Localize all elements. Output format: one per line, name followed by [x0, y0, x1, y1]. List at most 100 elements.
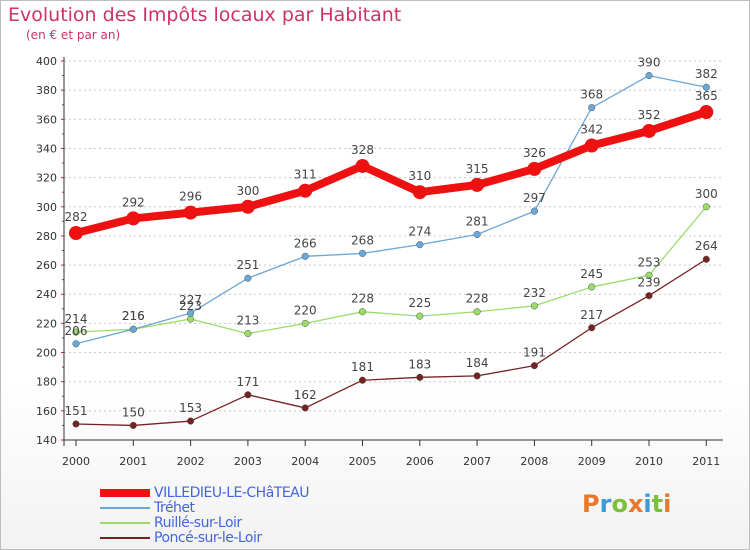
data-label: 300	[236, 184, 259, 198]
data-label: 326	[523, 146, 546, 160]
series-point-0	[699, 105, 714, 120]
series-point-3	[301, 404, 309, 412]
logo-letter: i	[643, 490, 652, 518]
data-label: 352	[638, 108, 661, 122]
data-label: 191	[523, 346, 546, 360]
series-point-3	[702, 255, 710, 263]
logo-letter: t	[651, 490, 664, 518]
x-tick-label: 2001	[119, 455, 147, 468]
series-layer	[69, 72, 714, 429]
x-tick-label: 2009	[578, 455, 606, 468]
series-point-2	[416, 312, 424, 320]
series-point-3	[645, 292, 653, 300]
data-label: 365	[695, 89, 718, 103]
series-point-1	[358, 249, 367, 257]
data-label: 315	[466, 162, 489, 176]
x-tick-label: 2005	[349, 455, 377, 468]
data-label: 181	[351, 360, 374, 374]
series-point-2	[645, 271, 653, 279]
series-point-3	[187, 417, 195, 425]
legend-label: VILLEDIEU-LE-CHâTEAU	[154, 485, 310, 501]
data-label: 274	[408, 225, 431, 239]
series-point-1	[129, 325, 137, 333]
series-point-2	[244, 330, 252, 338]
series-point-3	[129, 421, 137, 429]
data-label: 266	[294, 236, 317, 250]
series-line-0	[75, 108, 708, 237]
series-point-2	[530, 302, 538, 310]
y-tick-label: 260	[36, 259, 57, 272]
axis-layer: 140 160 180 200 220 240 260 280 300 320 340 360 380 4…	[36, 55, 723, 468]
series-point-1	[588, 104, 596, 112]
data-label: 228	[351, 292, 374, 306]
data-label: 214	[65, 312, 88, 326]
logo-letter: i	[663, 490, 672, 518]
series-point-0	[584, 138, 599, 153]
series-point-2	[72, 328, 80, 336]
data-label: 264	[695, 239, 718, 253]
series-point-2	[702, 203, 710, 211]
series-point-2	[301, 319, 309, 327]
data-label: 171	[236, 375, 259, 389]
data-label: 382	[695, 67, 718, 81]
data-label: 206	[65, 324, 88, 338]
chart-title: Evolution des Impôts locaux par Habitant	[8, 4, 402, 26]
x-tick-label: 2003	[234, 455, 262, 468]
series-point-3	[588, 324, 596, 332]
data-label: 282	[65, 210, 88, 224]
legend-swatch	[100, 522, 150, 524]
series-point-3	[72, 420, 80, 428]
series-point-0	[527, 161, 542, 176]
data-label: 328	[351, 143, 374, 157]
series-point-3	[530, 362, 538, 370]
data-label: 223	[179, 299, 202, 313]
series-point-3	[473, 372, 481, 380]
logo-letter: r	[599, 490, 612, 518]
x-tick-label: 2011	[692, 455, 720, 468]
data-label: 184	[466, 356, 489, 370]
data-label: 232	[523, 286, 546, 300]
data-label: 216	[122, 309, 145, 323]
grid-layer	[64, 60, 723, 441]
series-point-1	[301, 252, 309, 260]
data-label: 300	[695, 187, 718, 201]
data-label: 225	[408, 296, 431, 310]
data-label: 310	[408, 169, 431, 183]
series-point-0	[69, 226, 83, 241]
y-tick-label: 340	[36, 142, 57, 155]
series-point-2	[473, 308, 481, 316]
data-label: 281	[466, 214, 489, 228]
data-label: 239	[638, 276, 661, 290]
data-label: 228	[466, 292, 489, 306]
y-tick-label: 280	[36, 230, 57, 243]
series-point-0	[298, 183, 313, 198]
y-tick-label: 200	[36, 347, 57, 360]
data-label: 297	[523, 191, 546, 205]
series-point-3	[358, 376, 367, 384]
data-label: 292	[122, 195, 145, 209]
data-label: 220	[294, 303, 317, 317]
x-tick-label: 2004	[291, 455, 319, 468]
logo-letter: P	[582, 490, 600, 518]
legend-label: Poncé-sur-le-Loir	[154, 530, 262, 546]
chart-subtitle: (en € et par an)	[26, 28, 121, 42]
y-tick-label: 240	[36, 288, 57, 301]
y-tick-label: 400	[36, 55, 57, 68]
data-label: 227	[179, 293, 202, 307]
data-label: 251	[236, 258, 259, 272]
series-point-1	[72, 340, 80, 348]
series-point-0	[240, 199, 255, 214]
proxiti-logo: Proxiti	[582, 490, 671, 518]
data-label: 268	[351, 233, 374, 247]
series-point-0	[642, 123, 656, 138]
data-label: 253	[638, 255, 661, 269]
y-tick-label: 320	[36, 172, 57, 185]
data-label: 213	[236, 314, 259, 328]
data-label: 183	[408, 357, 431, 371]
legend-swatch	[100, 537, 150, 539]
data-label: 311	[294, 168, 317, 182]
series-point-1	[187, 309, 195, 317]
